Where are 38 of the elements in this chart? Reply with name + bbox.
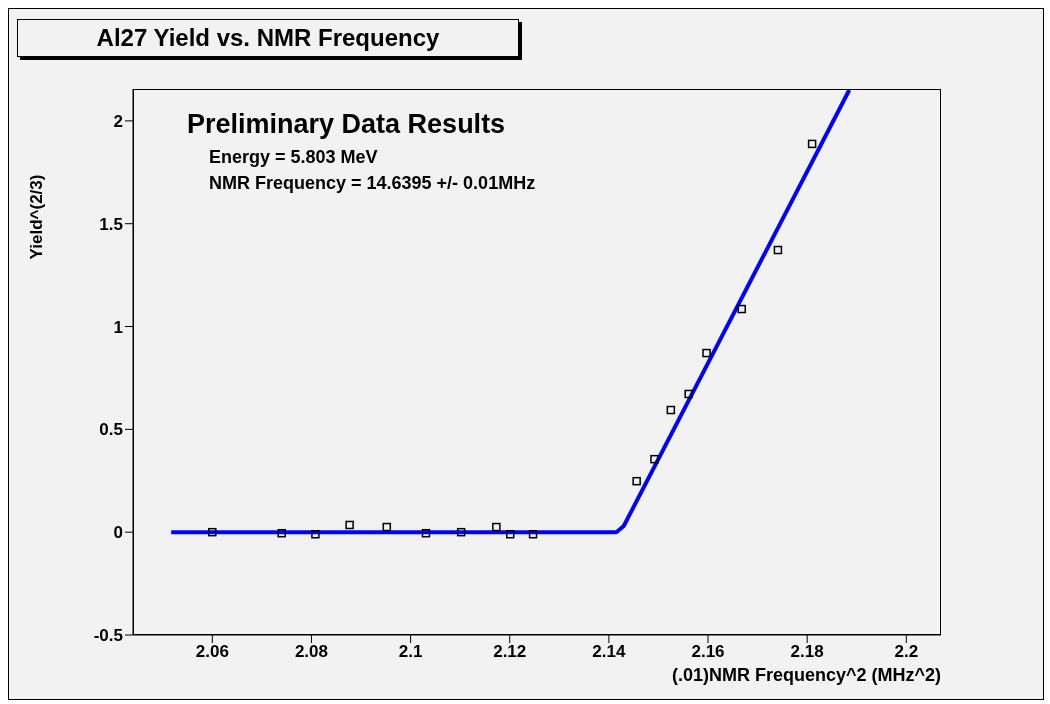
x-tick-label: 2.16 bbox=[691, 642, 725, 662]
point bbox=[737, 304, 746, 314]
x-tick-label: 2.14 bbox=[592, 642, 626, 662]
x-tick-label: 2.18 bbox=[790, 642, 824, 662]
annotation: Preliminary Data Results bbox=[187, 109, 506, 140]
point bbox=[505, 529, 515, 539]
annotation: Energy = 5.803 MeV bbox=[209, 147, 378, 168]
point bbox=[684, 389, 693, 399]
x-axis-title: (.01)NMR Frequency^2 (MHz^2) bbox=[671, 665, 941, 686]
y-tick-label: 0 bbox=[113, 523, 123, 543]
point bbox=[277, 528, 286, 538]
point bbox=[650, 454, 659, 464]
point bbox=[773, 245, 783, 255]
x-tick-label: 2.1 bbox=[398, 642, 423, 662]
point bbox=[311, 529, 320, 539]
y-tick-label: 2 bbox=[113, 111, 123, 131]
point bbox=[382, 522, 392, 532]
point bbox=[208, 527, 217, 537]
y-axis-title: Yield^(2/3) bbox=[27, 174, 47, 260]
point bbox=[632, 476, 641, 486]
y-tick-label: 1.5 bbox=[99, 214, 123, 234]
point bbox=[666, 405, 676, 415]
y-tick-label: 0.5 bbox=[99, 420, 123, 440]
x-tick-label: 2.06 bbox=[195, 642, 229, 662]
point bbox=[702, 348, 711, 358]
y-tick-label: -0.5 bbox=[93, 626, 123, 646]
point bbox=[807, 139, 817, 149]
chart-title: Al27 Yield vs. NMR Frequency bbox=[17, 19, 519, 57]
x-tick-label: 2.08 bbox=[294, 642, 328, 662]
x-tick-label: 2.2 bbox=[894, 642, 919, 662]
point bbox=[345, 520, 354, 530]
point bbox=[528, 529, 538, 539]
annotation: NMR Frequency = 14.6395 +/- 0.01MHz bbox=[209, 173, 536, 194]
point bbox=[421, 528, 431, 538]
point bbox=[492, 522, 501, 532]
x-tick-label: 2.12 bbox=[493, 642, 527, 662]
point bbox=[456, 527, 466, 537]
y-tick-label: 1 bbox=[113, 317, 123, 337]
